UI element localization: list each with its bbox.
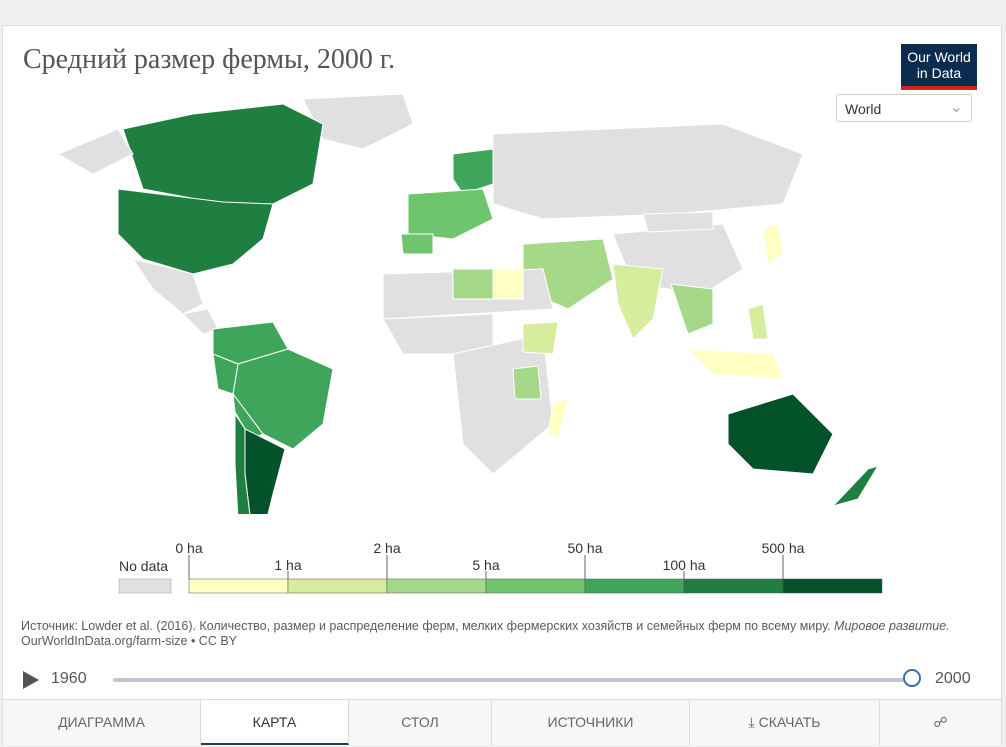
map-region-alaska[interactable]	[56, 128, 134, 175]
download-icon: ⤓	[748, 714, 755, 730]
legend-swatch	[683, 578, 784, 594]
owid-logo[interactable]: Our World in Data	[901, 44, 977, 90]
chart-card: Средний размер фермы, 2000 г. Our World …	[2, 25, 1006, 745]
legend-swatch	[584, 578, 685, 594]
tab-download-label: СКАЧАТЬ	[758, 714, 821, 730]
entity-select[interactable]: World ⌄	[836, 94, 972, 122]
map-region-chile[interactable]	[234, 412, 251, 514]
legend-bottom-label: 1 ha	[274, 557, 301, 573]
map-region-philippines[interactable]	[747, 303, 769, 340]
map-region-russia[interactable]	[492, 123, 804, 220]
entity-select-value: World	[845, 101, 882, 117]
map-region-western-europe[interactable]	[407, 188, 494, 240]
legend-swatch	[386, 578, 487, 594]
tab-chart[interactable]: ДИАГРАММА	[3, 700, 201, 745]
legend-swatch	[188, 578, 289, 594]
source-url[interactable]: OurWorldInData.org/farm-size • CC BY	[21, 634, 238, 648]
map-region-southeast-asia[interactable]	[670, 283, 714, 335]
legend-top-label: 2 ha	[373, 541, 400, 556]
legend-svg: No data 0 ha 2 ha 50 ha 500 ha 1 ha 5 ha 100 ha…	[118, 540, 1006, 594]
legend-bottom-label: 5 ha	[472, 557, 499, 573]
chevron-down-icon: ⌄	[949, 99, 963, 116]
source-italic: Мировое развитие.	[834, 619, 950, 633]
tab-sources[interactable]: ИСТОЧНИКИ	[492, 700, 690, 745]
tab-table[interactable]: СТОЛ	[349, 700, 492, 745]
play-icon[interactable]	[23, 671, 39, 689]
map-region-tanzania[interactable]	[512, 365, 542, 400]
tab-map[interactable]: КАРТА	[201, 700, 349, 745]
map-region-egypt[interactable]	[492, 268, 524, 300]
map-region-scandinavia[interactable]	[452, 148, 494, 195]
legend-no-data-label: No data	[119, 558, 168, 574]
map-region-japan[interactable]	[762, 223, 784, 265]
source-text: Источник: Lowder et al. (2016). Количест…	[21, 619, 831, 633]
map-region-central-africa[interactable]	[452, 333, 554, 475]
share-button[interactable]: ☍	[880, 700, 1001, 745]
chart-title: Средний размер фермы, 2000 г.	[23, 44, 396, 75]
map-region-new-zealand[interactable]	[831, 465, 880, 507]
logo-line-2: in Data	[916, 65, 962, 81]
timeline-end-year: 2000	[935, 670, 971, 687]
tab-bar: ДИАГРАММА КАРТА СТОЛ ИСТОЧНИКИ ⤓ СКАЧАТЬ…	[3, 699, 1001, 745]
timeline-track[interactable]	[113, 678, 913, 682]
map-legend: No data 0 ha 2 ha 50 ha 500 ha 1 ha 5 ha 100 ha…	[115, 540, 1006, 601]
timeline-start-year: 1960	[51, 670, 87, 687]
map-region-india[interactable]	[612, 263, 664, 340]
map-region-australia[interactable]	[727, 393, 834, 475]
map-region-canada[interactable]	[122, 103, 324, 205]
map-region-indonesia[interactable]	[686, 348, 784, 380]
map-region-mexico[interactable]	[131, 258, 204, 315]
timeline: 1960 2000	[21, 666, 981, 694]
map-region-usa[interactable]	[117, 188, 274, 275]
map-region-mongolia[interactable]	[642, 211, 714, 233]
legend-swatch	[485, 578, 586, 594]
share-icon: ☍	[933, 714, 948, 730]
map-region-iberia[interactable]	[400, 233, 434, 255]
timeline-handle[interactable]	[903, 669, 921, 687]
logo-line-1: Our World	[907, 49, 971, 65]
world-map	[56, 94, 880, 514]
legend-top-label: 50 ha	[567, 541, 602, 556]
legend-swatch	[287, 578, 388, 594]
source-note: Источник: Lowder et al. (2016). Количест…	[21, 619, 981, 649]
legend-bottom-label: 100 ha	[663, 557, 706, 573]
legend-top-label: 500 ha	[762, 541, 805, 556]
map-region-west-africa[interactable]	[382, 313, 494, 355]
legend-no-data-swatch	[118, 578, 172, 594]
tab-download[interactable]: ⤓ СКАЧАТЬ	[690, 700, 880, 745]
map-region-madagascar[interactable]	[547, 398, 569, 440]
map-region-libya[interactable]	[452, 268, 494, 300]
legend-swatch	[782, 578, 883, 594]
legend-top-label: 0 ha	[175, 541, 202, 556]
map-region-ethiopia[interactable]	[522, 321, 559, 355]
